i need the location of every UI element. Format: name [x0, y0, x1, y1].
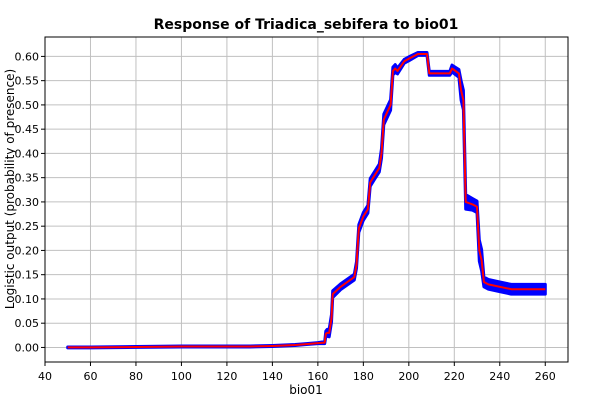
- y-axis-ticks: 0.00 0.05 0.10 0.15 0.20 0.25 0.30 0.35 0.40 0.45…: [15, 50, 45, 354]
- y-tick-label: 0.40: [15, 147, 40, 160]
- x-tick-label: 160: [307, 370, 328, 383]
- y-tick-label: 0.50: [15, 99, 40, 112]
- x-tick-label: 140: [262, 370, 283, 383]
- band-area: [66, 51, 547, 350]
- mean-response-line: [67, 53, 546, 349]
- y-tick-label: 0.20: [15, 244, 40, 257]
- plot-frame: [44, 36, 569, 363]
- x-tick-label: 100: [171, 370, 192, 383]
- y-axis-label: Logistic output (probability of presence…: [3, 69, 17, 309]
- y-tick-label: 0.35: [15, 172, 40, 185]
- x-axis-ticks: 40 60 80 100 120 140 160 180 200 220 240 260: [38, 362, 556, 383]
- x-tick-label: 240: [489, 370, 510, 383]
- x-tick-label: 180: [353, 370, 374, 383]
- chart-title: Response of Triadica_sebifera to bio01: [154, 17, 459, 33]
- mean-line-path: [67, 53, 546, 349]
- y-tick-label: 0.25: [15, 220, 40, 233]
- grid-lines: [44, 37, 568, 362]
- x-tick-label: 60: [83, 370, 97, 383]
- x-tick-label: 220: [444, 370, 465, 383]
- y-tick-label: 0.30: [15, 196, 40, 209]
- x-tick-label: 80: [129, 370, 143, 383]
- y-tick-label: 0.10: [15, 293, 40, 306]
- y-tick-label: 0.00: [15, 341, 40, 354]
- x-tick-label: 200: [398, 370, 419, 383]
- x-tick-label: 260: [535, 370, 556, 383]
- confidence-band: [66, 51, 547, 350]
- y-tick-label: 0.05: [15, 317, 40, 330]
- x-axis-label: bio01: [289, 383, 323, 397]
- x-tick-label: 40: [38, 370, 52, 383]
- y-tick-label: 0.55: [15, 75, 40, 88]
- y-tick-label: 0.60: [15, 50, 40, 63]
- y-tick-label: 0.15: [15, 269, 40, 282]
- y-tick-label: 0.45: [15, 123, 40, 136]
- x-tick-label: 120: [216, 370, 237, 383]
